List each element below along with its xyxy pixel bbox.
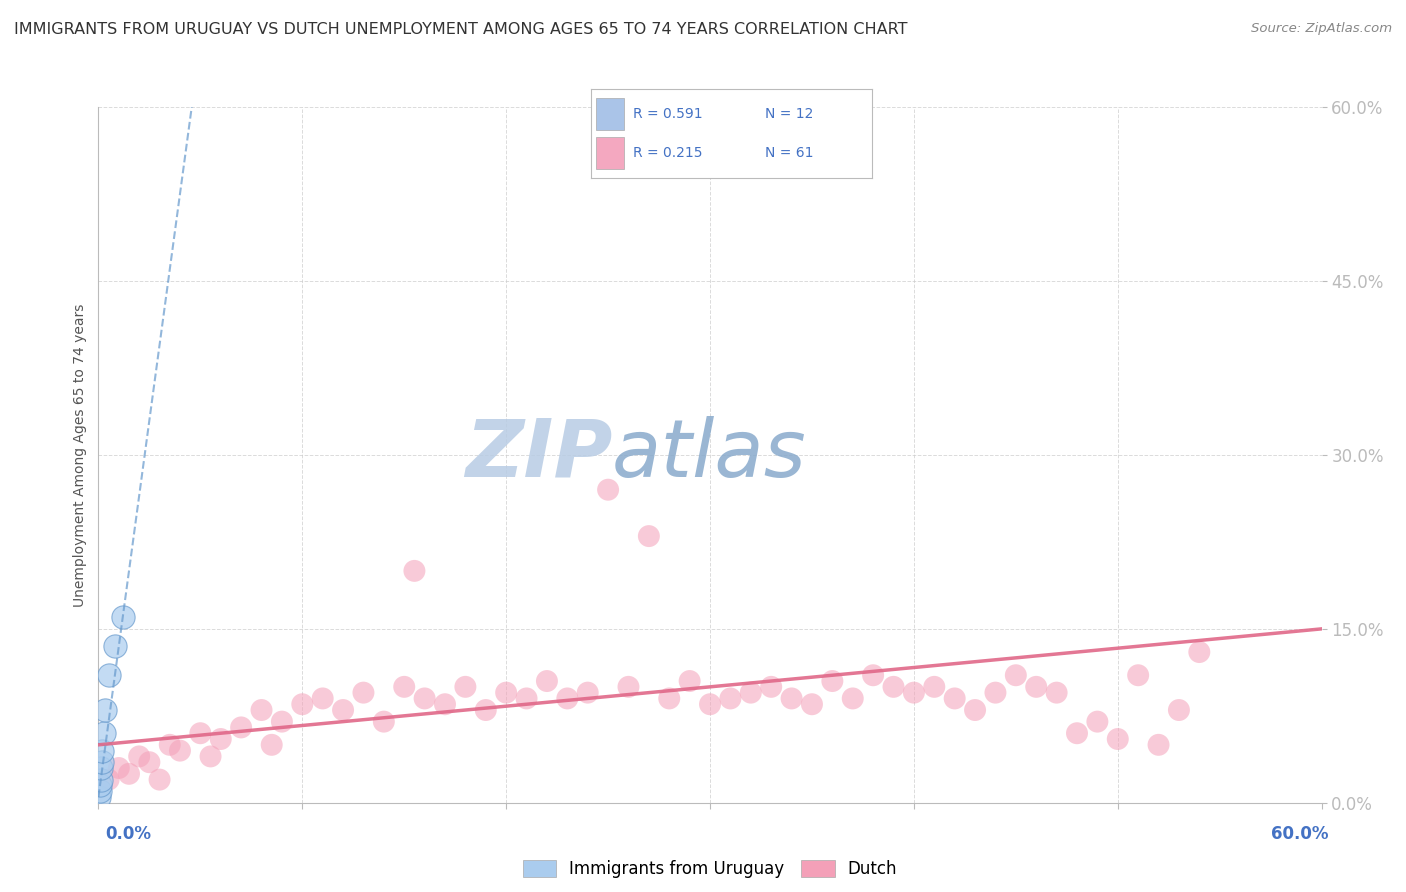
Point [97,772,120,787]
Point [1107,731,1129,746]
Text: 0.0%: 0.0% [105,825,152,843]
Point [291,698,314,712]
Bar [596,98,624,130]
Point [89,790,111,805]
Point [149,772,172,787]
Point [495,685,517,699]
Point [1066,726,1088,740]
Point [169,744,191,758]
Point [555,691,579,706]
Point [516,691,538,706]
Point [922,680,945,694]
Text: IMMIGRANTS FROM URUGUAY VS DUTCH UNEMPLOYMENT AMONG AGES 65 TO 74 YEARS CORRELAT: IMMIGRANTS FROM URUGUAY VS DUTCH UNEMPLO… [14,22,907,37]
Point [759,680,782,694]
Point [841,691,863,706]
Point [270,714,294,729]
Point [111,610,134,624]
Point [188,726,212,740]
Point [118,766,141,781]
Text: atlas: atlas [612,416,807,494]
Point [231,721,253,735]
Point [718,691,742,706]
Point [1128,668,1150,682]
Point [91,744,114,758]
Point [576,685,599,699]
Point [965,703,987,717]
Point [200,749,222,764]
Point [903,685,925,699]
Point [679,674,702,689]
Point [821,674,844,689]
Point [312,691,335,706]
Point [883,680,905,694]
Text: R = 0.591: R = 0.591 [633,107,703,121]
Point [1167,703,1189,717]
Point [404,564,426,578]
Point [780,691,803,706]
Point [943,691,966,706]
Point [373,714,395,729]
Point [352,685,374,699]
Point [1025,680,1047,694]
Point [89,778,111,793]
Point [474,703,498,717]
Point [138,755,160,769]
Bar [596,137,624,169]
Text: Source: ZipAtlas.com: Source: ZipAtlas.com [1251,22,1392,36]
Point [1188,645,1211,659]
Text: N = 61: N = 61 [765,146,813,161]
Point [617,680,640,694]
Point [392,680,416,694]
Text: N = 12: N = 12 [765,107,813,121]
Point [1004,668,1026,682]
Point [260,738,283,752]
Point [637,529,661,543]
Point [801,698,824,712]
Point [97,668,120,682]
Point [209,731,232,746]
Point [596,483,619,497]
Point [862,668,884,682]
Point [93,726,115,740]
Text: R = 0.215: R = 0.215 [633,146,702,161]
Text: ZIP: ZIP [465,416,612,494]
Legend: Immigrants from Uruguay, Dutch: Immigrants from Uruguay, Dutch [516,854,904,885]
Point [128,749,150,764]
Point [93,703,115,717]
Point [90,772,112,787]
Point [433,698,456,712]
Point [536,674,558,689]
Point [658,691,681,706]
Point [332,703,354,717]
Point [91,755,114,769]
Point [159,738,181,752]
Point [89,784,111,798]
Point [740,685,762,699]
Point [984,685,1007,699]
Point [1147,738,1170,752]
Text: 60.0%: 60.0% [1271,825,1329,843]
Y-axis label: Unemployment Among Ages 65 to 74 years: Unemployment Among Ages 65 to 74 years [73,303,87,607]
Point [104,639,127,653]
Point [454,680,477,694]
Point [1045,685,1069,699]
Point [90,761,112,775]
Point [250,703,273,717]
Point [413,691,436,706]
Point [108,761,131,775]
Point [699,698,721,712]
Point [1085,714,1108,729]
